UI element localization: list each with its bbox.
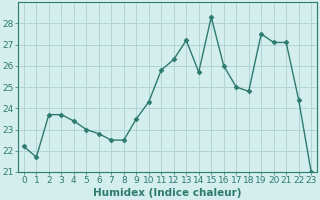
X-axis label: Humidex (Indice chaleur): Humidex (Indice chaleur) <box>93 188 242 198</box>
